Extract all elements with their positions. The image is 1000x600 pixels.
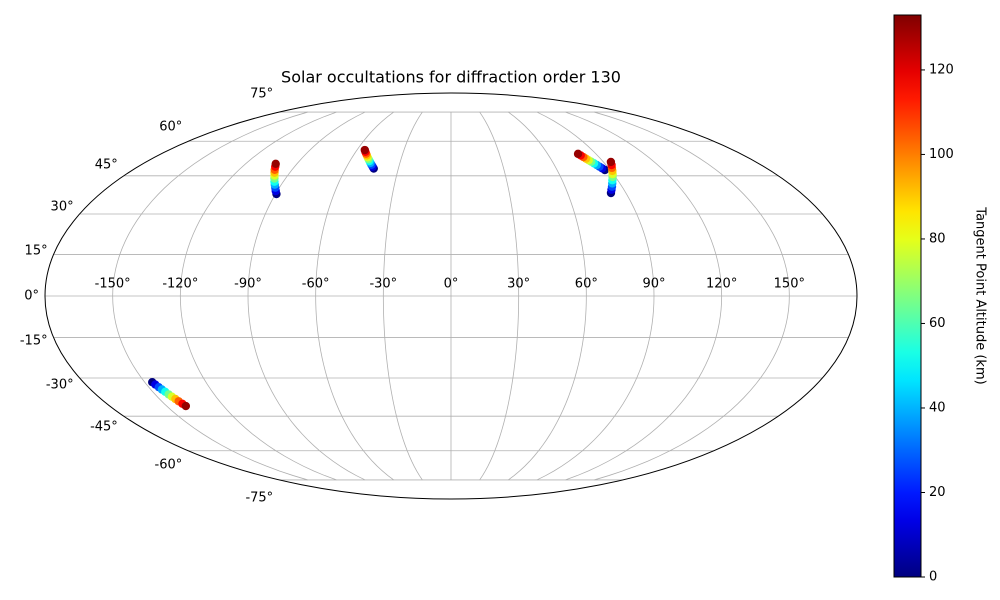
y-tick-label: -75° bbox=[245, 490, 273, 505]
y-tick-label: 15° bbox=[25, 243, 48, 258]
chart-title: Solar occultations for diffraction order… bbox=[281, 68, 621, 87]
grid-line bbox=[508, 111, 587, 481]
grid-line bbox=[315, 111, 394, 481]
y-tick-label: -60° bbox=[155, 458, 183, 473]
y-tick-label: 60° bbox=[159, 119, 182, 134]
colorbar-tick-label: 60 bbox=[929, 316, 946, 331]
colorbar-tick-label: 120 bbox=[929, 62, 954, 77]
y-tick-label: -45° bbox=[90, 419, 118, 434]
x-tick-label: 150° bbox=[774, 277, 805, 292]
x-tick-label: -120° bbox=[162, 277, 198, 292]
colorbar-tick-label: 100 bbox=[929, 147, 954, 162]
x-tick-label: -150° bbox=[95, 277, 131, 292]
grid-line bbox=[247, 111, 366, 481]
map-outline bbox=[44, 92, 858, 500]
y-tick-label: -15° bbox=[20, 334, 48, 349]
grid-line bbox=[382, 111, 423, 481]
y-tick-label: -30° bbox=[46, 378, 74, 393]
colorbar-tick-label: 20 bbox=[929, 485, 946, 500]
x-tick-label: 120° bbox=[706, 277, 737, 292]
grid-line bbox=[594, 111, 790, 481]
grid-line bbox=[536, 111, 655, 481]
grid-line bbox=[112, 111, 308, 481]
colorbar-tick-label: 0 bbox=[929, 570, 937, 585]
grid-line bbox=[479, 111, 520, 481]
x-tick-label: -90° bbox=[234, 277, 262, 292]
x-tick-label: 0° bbox=[444, 277, 459, 292]
x-tick-label: -30° bbox=[369, 277, 397, 292]
x-tick-label: -60° bbox=[302, 277, 330, 292]
y-tick-label: 75° bbox=[250, 87, 273, 102]
grid-line bbox=[179, 111, 337, 481]
grid-line bbox=[565, 111, 723, 481]
data-point bbox=[360, 145, 369, 155]
colorbar bbox=[893, 14, 922, 578]
x-tick-label: 30° bbox=[507, 277, 530, 292]
colorbar-tick-label: 40 bbox=[929, 400, 946, 415]
x-tick-label: 60° bbox=[575, 277, 598, 292]
data-point bbox=[606, 157, 616, 167]
data-point bbox=[181, 401, 191, 411]
colorbar-label: Tangent Point Altitude (km) bbox=[973, 206, 988, 384]
data-point bbox=[573, 149, 583, 159]
colorbar-tick-label: 80 bbox=[929, 231, 946, 246]
x-tick-label: 90° bbox=[642, 277, 665, 292]
y-tick-label: 45° bbox=[95, 158, 118, 173]
y-tick-label: 30° bbox=[51, 199, 74, 214]
y-tick-label: 0° bbox=[24, 289, 39, 304]
data-point bbox=[271, 159, 280, 169]
